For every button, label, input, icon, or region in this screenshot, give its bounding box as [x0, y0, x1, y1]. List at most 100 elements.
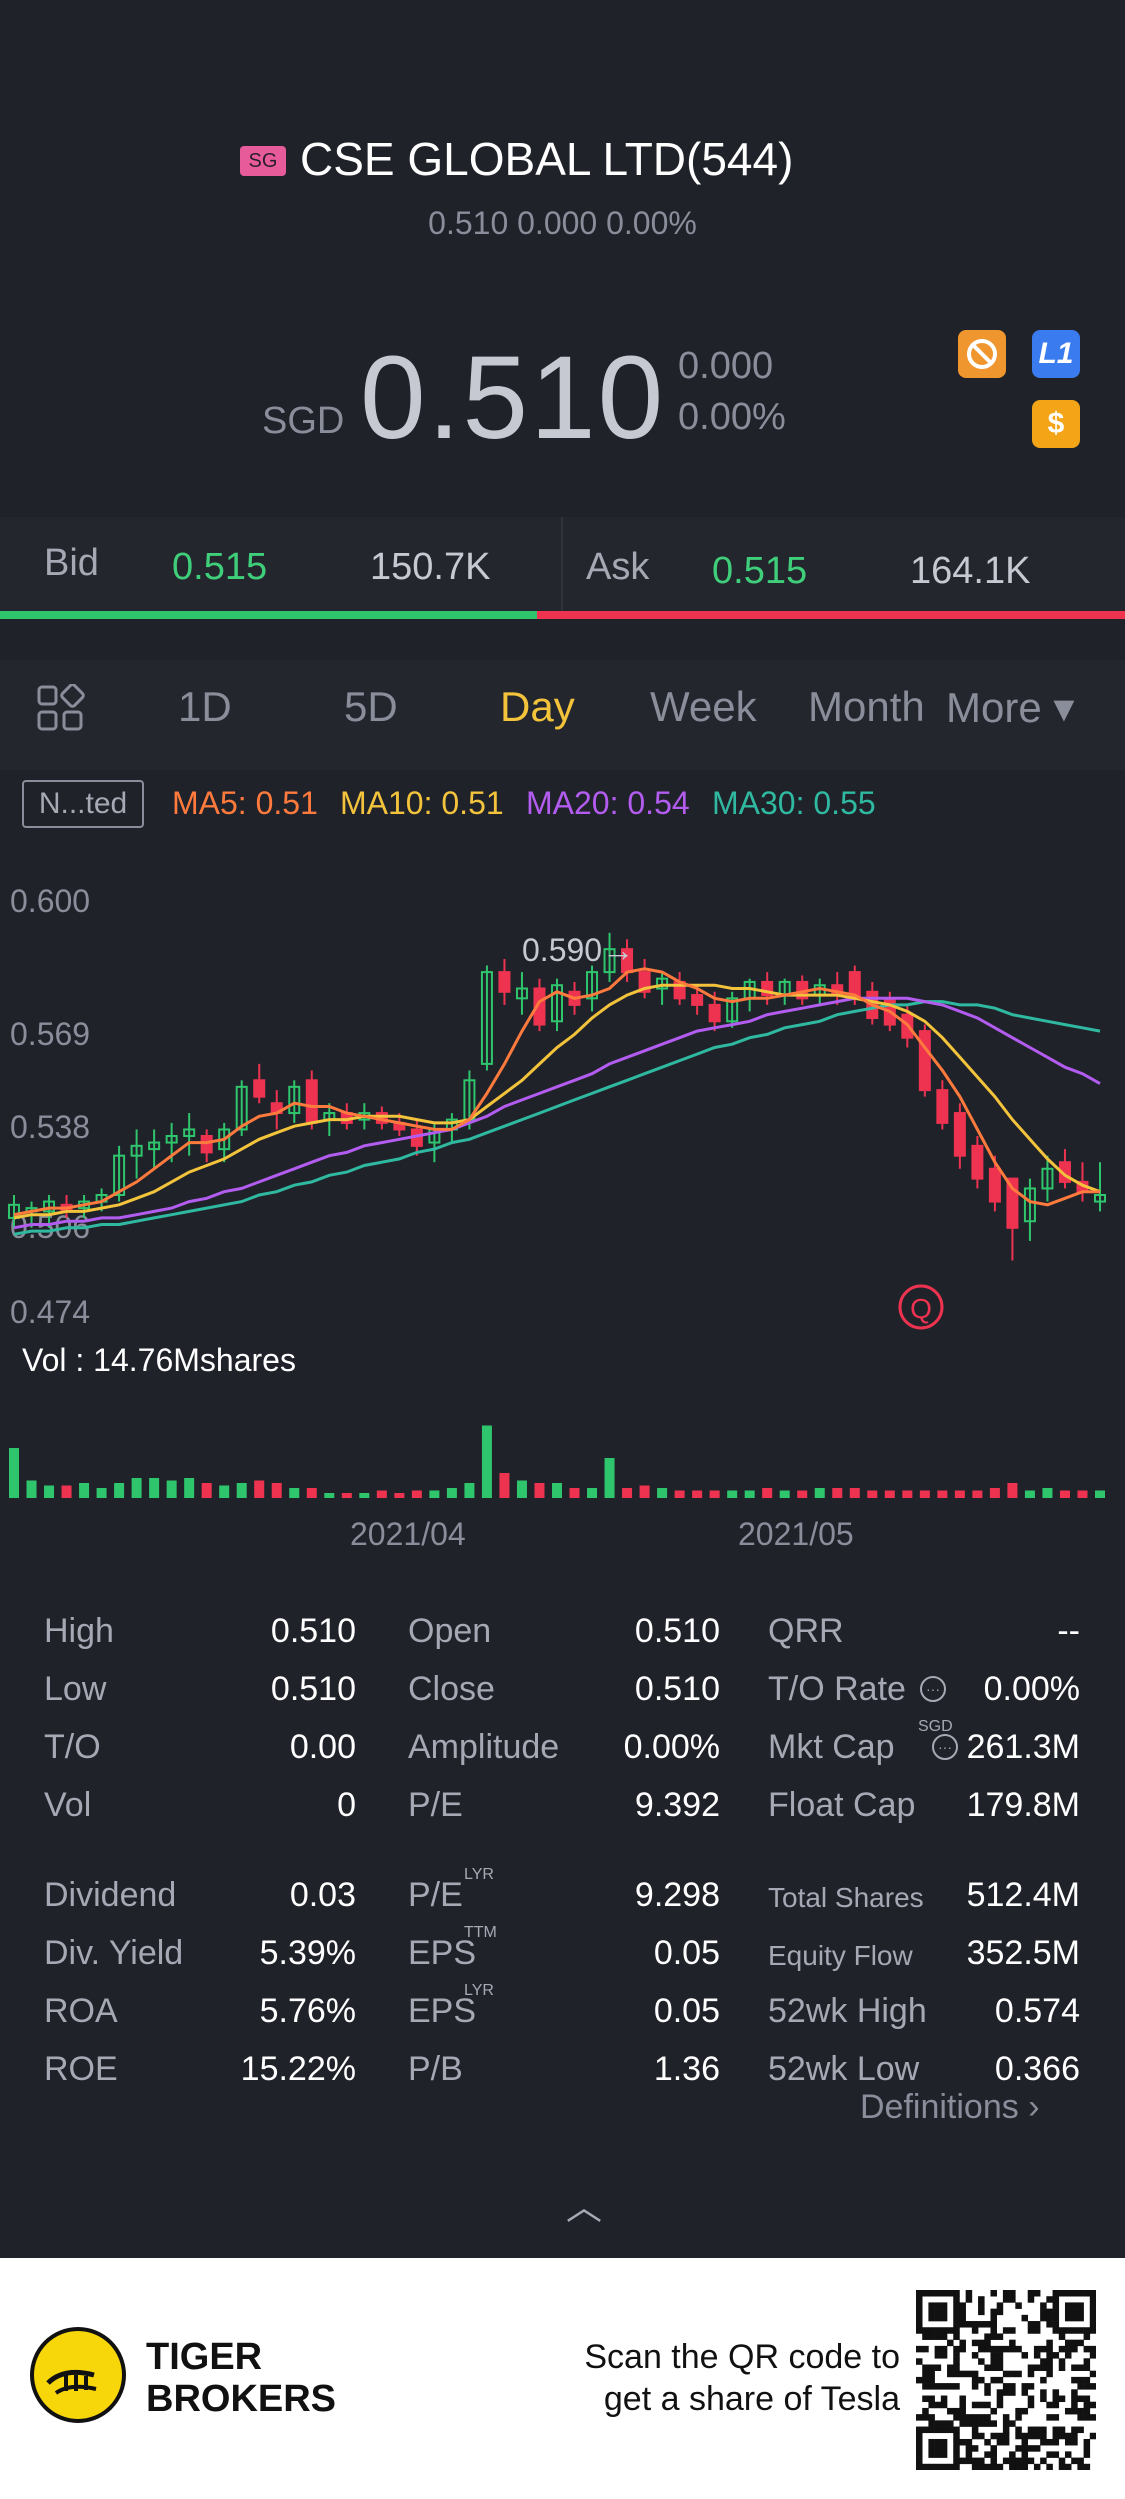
- volume-label: Vol : 14.76Mshares: [22, 1342, 296, 1378]
- tab-more[interactable]: More ▾: [946, 684, 1075, 731]
- qr-module: [1058, 2432, 1066, 2440]
- candle: [813, 978, 826, 1005]
- qr-module: [1052, 2321, 1060, 2328]
- quote-marker-icon[interactable]: Q: [898, 1284, 944, 1330]
- qr-module: [1002, 2290, 1010, 2297]
- level1-icon[interactable]: L1: [1032, 330, 1080, 378]
- candle-body: [691, 994, 704, 1006]
- qr-module: [934, 2345, 942, 2353]
- no-short-icon[interactable]: [958, 330, 1006, 378]
- qr-module: [996, 2333, 1004, 2340]
- stat-value: 0.00%: [983, 1670, 1080, 1708]
- qr-module: [996, 2432, 1004, 2440]
- price-change: 0.000: [678, 345, 774, 387]
- candle-body: [515, 987, 528, 1000]
- volume-bar: [481, 1425, 492, 1498]
- qr-module: [940, 2290, 948, 2297]
- qr-module: [1046, 2358, 1053, 2365]
- dollar-icon[interactable]: $: [1032, 400, 1080, 448]
- adjustment-selector[interactable]: N...ted: [22, 780, 144, 828]
- volume-bar: [96, 1488, 107, 1498]
- tab-1d[interactable]: 1D: [178, 683, 232, 730]
- qr-module: [978, 2432, 985, 2440]
- price-chart[interactable]: 0.600 0.569 0.538 0.506 0.474 0.590→ Q 2…: [0, 840, 1125, 1560]
- candle-body: [971, 1144, 984, 1180]
- candle: [1006, 1177, 1019, 1261]
- qr-module: [934, 2364, 942, 2371]
- info-icon[interactable]: ···: [920, 1676, 946, 1702]
- candle: [971, 1136, 984, 1189]
- qr-module: [984, 2321, 991, 2328]
- candle-body: [183, 1128, 196, 1138]
- stat-label: Vol: [44, 1786, 92, 1824]
- stat-label: Open: [408, 1612, 492, 1650]
- qr-module: [959, 2407, 966, 2415]
- qr-module: [1002, 2389, 1010, 2396]
- layout-grid-icon[interactable]: [36, 683, 86, 739]
- brand-name: TIGER: [146, 2336, 263, 2378]
- qr-code-icon[interactable]: [916, 2290, 1096, 2470]
- qr-module: [1089, 2314, 1096, 2322]
- stat-label: P/B: [408, 2050, 463, 2088]
- candle: [638, 959, 651, 999]
- y-tick-label: 0.600: [10, 883, 90, 919]
- qr-module: [1021, 2432, 1029, 2440]
- qr-module: [940, 2395, 948, 2403]
- volume-bar: [184, 1478, 195, 1498]
- definitions-link[interactable]: Definitions ›: [860, 2088, 1040, 2126]
- qr-module: [947, 2383, 954, 2390]
- candle: [480, 965, 493, 1071]
- stat-label: P/E: [408, 1786, 463, 1824]
- qr-module: [953, 2345, 960, 2353]
- qr-module: [1077, 2339, 1084, 2347]
- qr-module: [1046, 2314, 1053, 2322]
- tab-month[interactable]: Month: [808, 683, 925, 730]
- candle-body: [113, 1154, 126, 1196]
- candle: [603, 932, 616, 982]
- volume-bar: [464, 1483, 475, 1498]
- qr-module: [953, 2463, 960, 2470]
- ma10-label: MA10: 0.51: [340, 785, 504, 821]
- quote-header: [0, 0, 1125, 515]
- qr-module: [984, 2463, 991, 2470]
- stats-panel: [0, 1580, 1125, 2260]
- qr-module: [1058, 2426, 1066, 2434]
- qr-module: [1040, 2314, 1047, 2322]
- qr-module: [1071, 2376, 1078, 2384]
- qr-module: [934, 2327, 942, 2334]
- qr-module: [947, 2426, 954, 2434]
- qr-module: [1040, 2358, 1047, 2365]
- collapse-chevron-icon[interactable]: ︿: [566, 2186, 603, 2227]
- candle: [953, 1103, 966, 1169]
- qr-module: [1089, 2290, 1096, 2297]
- stat-value: 0.510: [270, 1670, 356, 1708]
- qr-module: [953, 2451, 960, 2458]
- qr-module: [1002, 2426, 1010, 2434]
- volume-bar: [411, 1490, 422, 1498]
- qr-module: [1064, 2339, 1072, 2347]
- qr-module: [947, 2463, 954, 2470]
- stat-label: EPS: [408, 1992, 477, 2030]
- qr-module: [1033, 2432, 1041, 2440]
- qr-module: [1071, 2426, 1078, 2434]
- candle: [1041, 1155, 1054, 1202]
- qr-module: [916, 2414, 923, 2421]
- tab-day[interactable]: Day: [500, 683, 575, 730]
- qr-module: [922, 2395, 929, 2403]
- ask-label: Ask: [586, 546, 650, 588]
- candle-body: [586, 971, 599, 1000]
- info-icon[interactable]: ···: [932, 1734, 958, 1760]
- qr-module: [984, 2383, 991, 2390]
- qr-module: [1027, 2426, 1035, 2434]
- qr-module: [996, 2352, 1004, 2359]
- candle: [743, 978, 756, 1012]
- candle: [1058, 1149, 1071, 1189]
- stat-value: 5.76%: [259, 1992, 356, 2030]
- tab-week[interactable]: Week: [650, 683, 757, 730]
- qr-module: [916, 2426, 923, 2434]
- qr-module: [1009, 2457, 1016, 2465]
- candle-body: [130, 1144, 143, 1157]
- qr-module: [947, 2339, 954, 2347]
- bid-label: Bid: [44, 542, 99, 584]
- tab-5d[interactable]: 5D: [344, 683, 398, 730]
